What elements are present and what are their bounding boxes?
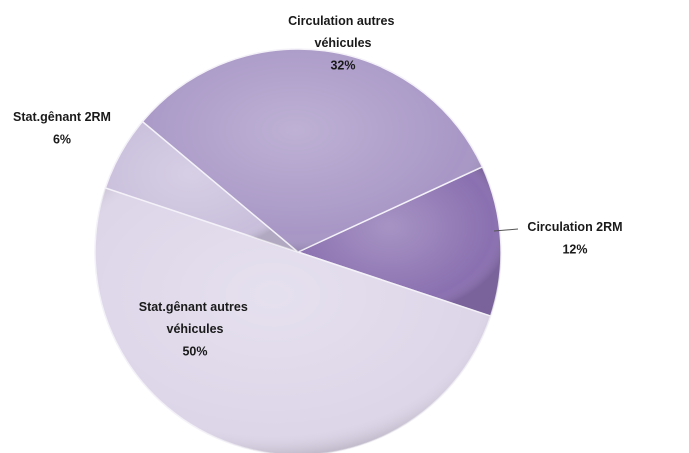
slice-value-label: 6% bbox=[53, 132, 71, 146]
slice-value-label: 12% bbox=[562, 242, 587, 256]
slice-value-label: 32% bbox=[330, 58, 355, 72]
slice-label: Circulation 2RM bbox=[527, 220, 622, 234]
slice-label: Stat.gênant autres véhicules bbox=[139, 300, 252, 336]
slice-label: Circulation autres véhicules bbox=[288, 14, 398, 50]
slice-label: Stat.gênant 2RM bbox=[13, 110, 111, 124]
leader-line bbox=[493, 228, 519, 232]
slice-value-label: 50% bbox=[182, 344, 207, 358]
